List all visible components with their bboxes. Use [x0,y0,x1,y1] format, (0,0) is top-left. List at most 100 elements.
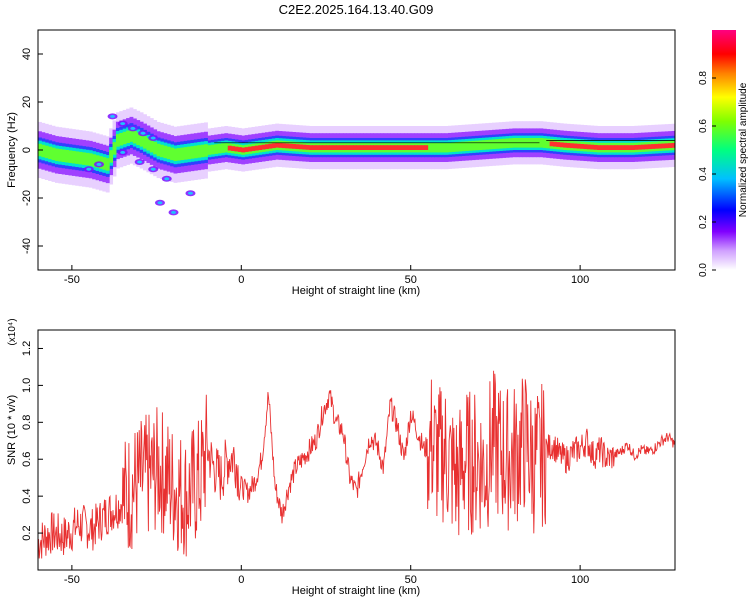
spectrogram-y-tick-label: 0 [21,147,33,153]
spectrogram-cell [176,148,181,161]
spectrogram-blob-core [140,131,146,135]
spectrogram-cell [502,138,507,149]
spectrogram-cell [207,145,212,155]
spectrogram-cell [305,144,310,150]
spectrogram-cell [197,145,202,158]
spectrogram-cell [302,144,307,150]
spectrogram-cell [559,142,564,148]
spectrogram-cell [437,142,442,153]
spectrogram-cell [654,143,659,149]
spectrogram-blob-core [110,114,116,118]
spectrogram-cell [386,145,391,150]
spectrogram-cell [254,145,259,151]
spectrogram-cell [441,142,446,153]
spectrogram-cell [200,144,205,158]
colorbar-tick-label: 0.4 [698,167,709,181]
spectrogram-cell [298,144,303,150]
snr-y-label: SNR (10 * v/v) [6,395,18,465]
spectrogram-cell [563,142,568,148]
spectrogram-cell [610,145,615,150]
spectrogram-y-tick-label: 40 [21,48,33,60]
spectrogram-cell [224,142,229,153]
spectrogram-cell [641,144,646,150]
spectrogram-cell [71,150,76,164]
spectrogram-cell [126,130,130,144]
spectrogram-y-label: Frequency (Hz) [6,112,18,188]
spectrogram-cell [48,146,53,160]
spectrogram-cell [159,144,164,158]
colorbar-tick-label: 0.0 [698,263,709,277]
spectrogram-cell [214,144,219,154]
spectrogram-cell [637,144,642,150]
spectrogram-cell [68,150,73,163]
spectrogram-cell [600,145,605,150]
spectrogram-cell [153,141,158,155]
spectrogram-cell [295,144,300,150]
spectrogram-cell [288,143,293,149]
spectrogram-blob-core [171,210,177,214]
spectrogram-cell [139,134,144,147]
spectrogram-x-tick-label: -50 [64,274,80,286]
snr-frame [37,329,676,571]
spectrogram-blob-core [150,167,156,171]
spectrogram-cell [220,143,225,153]
spectrogram-cell [231,146,236,151]
spectrogram-cell [390,145,395,150]
spectrogram-cell [668,143,673,148]
spectrogram-cell [248,146,252,152]
spectrogram-cell [461,141,466,152]
spectrogram-cell [359,145,364,150]
spectrogram-cell [488,139,493,150]
spectrogram-cell [586,144,591,150]
spectrogram-cell [590,144,595,150]
spectrogram-cell [431,142,435,153]
spectrogram-cell [105,158,110,171]
spectrogram-cell [407,145,412,150]
spectrogram-cell [492,139,496,150]
spectrogram-cell [193,145,198,159]
spectrogram-cell [410,145,415,150]
snr-y-tick-label: 0.4 [21,489,33,504]
spectrogram-cell [217,143,222,154]
spectrogram-cell [505,138,510,149]
spectrogram-cell [620,145,625,150]
spectrogram-cell [400,145,405,150]
colorbar-gradient [712,30,736,270]
spectrogram-cell [370,145,374,150]
spectrogram-cell [417,145,422,150]
spectrogram-cell [393,145,398,150]
spectrogram-cell [326,145,330,150]
spectrogram-cell [78,151,83,165]
spectrogram-cell [170,147,175,161]
spectrogram-cell [115,134,120,147]
spectrogram-cell [383,145,388,150]
spectrogram-cell [630,145,635,150]
spectrogram-cell [332,145,337,150]
spectrogram-cell [322,145,327,150]
spectrogram-blob-core [96,162,102,166]
spectrogram-cell [173,148,178,162]
spectrogram-cell [88,153,93,166]
spectrogram-cell [614,145,618,150]
spectrogram-cell [651,144,656,149]
spectrogram-cell [132,130,137,144]
spectrogram-cell [356,145,361,150]
spectrogram-cell [336,145,341,150]
spectrogram-cell [458,141,463,152]
spectrogram-cell [397,145,402,150]
spectrogram-cell [420,145,425,150]
spectrogram-cell [542,138,547,148]
spectrogram-cell [278,143,283,148]
snr-y-tick-label: 0.6 [21,452,33,467]
spectrogram-cell [119,132,124,146]
spectrogram-cell [583,144,588,150]
spectrogram-cell [292,144,297,149]
spectrogram-cell [471,140,476,151]
spectrogram-blob-core [157,201,163,205]
snr-x-label: Height of straight line (km) [292,585,420,597]
spectrogram-cell [163,145,168,159]
spectrogram-cell [451,142,456,152]
spectrogram-cell [54,148,59,162]
spectrogram-cell [309,145,313,150]
spectrogram-cell [414,145,418,150]
